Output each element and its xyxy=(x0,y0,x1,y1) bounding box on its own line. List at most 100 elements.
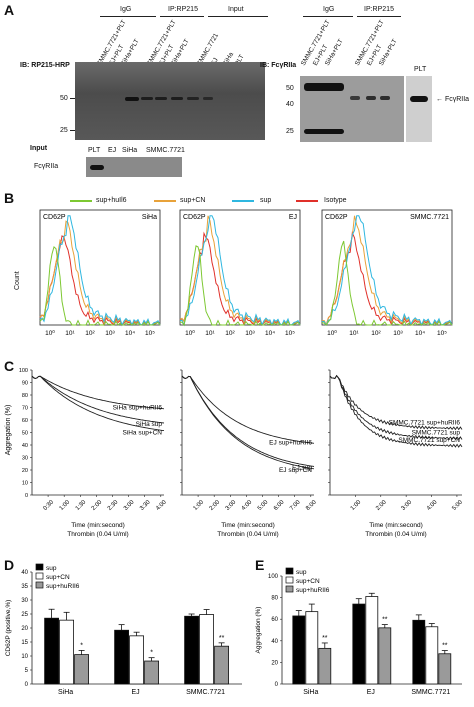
x-tick-label: 10⁵ xyxy=(145,330,155,337)
x-tick-label: 10⁴ xyxy=(415,330,425,337)
aggregation-trace xyxy=(329,374,463,431)
category-label: EJ xyxy=(132,689,140,696)
significance-mark: * xyxy=(80,642,83,649)
input-lane-plt: PLT xyxy=(88,147,101,154)
bar-sup-cn xyxy=(59,619,74,685)
y-tick-label: 15 xyxy=(21,640,28,646)
legend-swatch xyxy=(35,572,44,580)
legend-swatch xyxy=(285,585,294,593)
legend-swatch xyxy=(154,200,176,202)
x-tick-label: 10⁰ xyxy=(185,329,195,337)
bar-sup-hurii6 xyxy=(318,647,332,685)
bar-sup-hurii6 xyxy=(214,645,230,685)
bar-sup-cn xyxy=(129,635,145,685)
bar-sup xyxy=(184,615,200,685)
legend-label: sup+CN xyxy=(180,197,206,204)
legend-swatch xyxy=(35,581,44,589)
y-tick-label: 5 xyxy=(25,668,29,674)
category-label: SiHa xyxy=(303,689,318,696)
agg-xlabel: Time (min:second) xyxy=(221,522,275,529)
y-tick-label: 90 xyxy=(22,381,28,387)
western-blot-fcgr-plt xyxy=(406,76,432,142)
agg-xlabel: Time (min:second) xyxy=(71,522,125,529)
panel-letter-b: B xyxy=(4,190,15,206)
group-label-ip: IP:RP215 xyxy=(168,6,198,13)
marker-label: CD62P xyxy=(183,214,206,221)
agg-xlabel: Time (min:second) xyxy=(369,522,423,529)
trace-label: EJ sup+CN xyxy=(279,467,312,474)
bar-sup-hurii6 xyxy=(74,654,89,685)
y-tick-label: 50 xyxy=(22,431,28,437)
x-tick-label: 10³ xyxy=(393,330,403,337)
x-tick-label: 10⁵ xyxy=(285,330,295,337)
x-tick-label: 10⁴ xyxy=(265,330,275,337)
y-tick-label: 20 xyxy=(21,626,28,632)
western-blot-rp215 xyxy=(75,62,265,140)
marker-label: CD62P xyxy=(43,214,66,221)
y-tick-label: 60 xyxy=(22,418,28,424)
bar-sup xyxy=(352,603,366,685)
legend-swatch xyxy=(285,567,294,575)
bar-sup-cn xyxy=(199,614,215,685)
y-tick-label: 20 xyxy=(22,468,28,474)
bar-sup-hurii6 xyxy=(144,660,160,685)
significance-mark: ** xyxy=(382,617,388,624)
bar-sup xyxy=(412,619,426,685)
legend-label: sup xyxy=(46,565,57,572)
aggregation-trace xyxy=(329,374,463,441)
legend-label: sup+huRII6 xyxy=(296,587,330,594)
x-tick-label: 10³ xyxy=(105,330,115,337)
y-tick-label: 70 xyxy=(22,406,28,412)
panel-letter-d: D xyxy=(4,557,15,573)
agg-xlabel2: Thrombin (0.04 U/ml) xyxy=(365,531,426,538)
fcgr-arrow-text: FcγRIIa xyxy=(444,96,470,103)
y-tick-label: 25 xyxy=(21,612,28,618)
lane-label-plt-right: PLT xyxy=(414,66,427,73)
x-tick-label: 10⁴ xyxy=(125,330,135,337)
x-tick-label: 10⁰ xyxy=(45,329,55,337)
bar-ylabel: CD62P (positive,%) xyxy=(5,600,12,657)
legend-swatch xyxy=(70,200,92,202)
mw-marker-50-right: 50 xyxy=(286,85,294,92)
x-tick-label: 10³ xyxy=(245,330,255,337)
x-tick-label: 10⁵ xyxy=(437,330,447,337)
input-lane-ej: EJ xyxy=(108,147,117,154)
significance-mark: ** xyxy=(219,635,225,642)
isotype-curve xyxy=(39,245,161,326)
mw-marker-40-right: 40 xyxy=(286,101,294,108)
bar-sup xyxy=(292,615,306,685)
category-label: SMMC.7721 xyxy=(411,689,450,696)
legend-label: sup xyxy=(260,197,272,204)
input-blot-strip xyxy=(86,157,182,177)
isotype-curve xyxy=(179,245,301,327)
panel-letter-a: A xyxy=(4,2,15,18)
y-tick-label: 80 xyxy=(22,393,28,399)
bar-sup-cn xyxy=(365,596,379,685)
legend-label: sup xyxy=(296,569,307,576)
bar-sup-cn xyxy=(425,626,439,685)
aggregation-trace xyxy=(181,375,315,444)
group-label-input: Input xyxy=(228,6,244,13)
bar-sup-hurii6 xyxy=(438,653,452,685)
y-tick-label: 30 xyxy=(22,456,28,462)
agg-ylabel: Aggregation (%) xyxy=(5,405,12,456)
cell-label: SiHa xyxy=(142,214,157,221)
x-tick-label: 10¹ xyxy=(65,330,75,337)
panel-letter-e: E xyxy=(255,557,265,573)
trace-label: SMMC.7721 sup+CN xyxy=(398,437,460,444)
y-tick-label: 10 xyxy=(21,654,28,660)
trace-label: SiHa sup xyxy=(136,421,163,428)
sup-curve xyxy=(321,215,453,327)
sup-cn-curve xyxy=(39,215,161,327)
cell-label: EJ xyxy=(289,214,297,221)
x-tick-label: 10¹ xyxy=(205,330,215,337)
ib-label-rp215: IB: RP215-HRP xyxy=(20,62,70,69)
western-blot-fcgr-left xyxy=(300,76,404,142)
legend-label: sup+huRII6 xyxy=(46,583,80,590)
input-title: Input xyxy=(30,145,48,152)
fcgr-arrow-label: ← FcγRIIa xyxy=(436,96,470,103)
category-label: SiHa xyxy=(58,689,73,696)
x-tick-label: 10² xyxy=(225,330,235,337)
aggregation-trace xyxy=(31,375,165,432)
